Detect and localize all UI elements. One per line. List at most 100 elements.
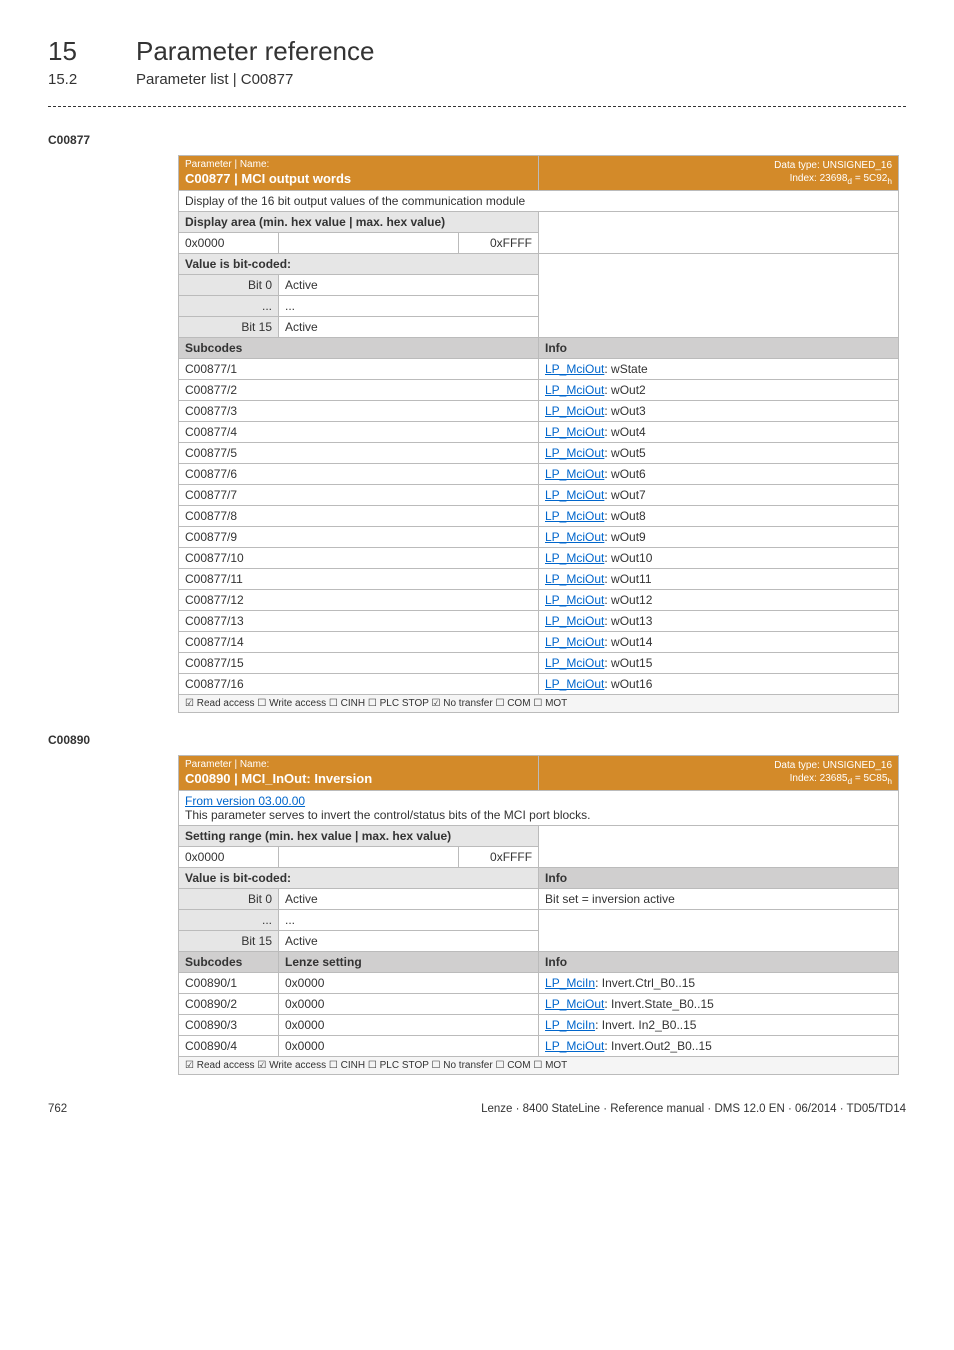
chapter-header: 15 Parameter reference	[48, 36, 906, 67]
table-row: C00890/20x0000LP_MciOut: Invert.State_B0…	[179, 993, 899, 1014]
param-code-label-1: C00877	[48, 133, 906, 147]
page-number: 762	[48, 1103, 67, 1115]
param-code-label-2: C00890	[48, 733, 906, 747]
lp-link[interactable]: LP_MciOut	[545, 446, 604, 460]
table-row: C00890/40x0000LP_MciOut: Invert.Out2_B0.…	[179, 1035, 899, 1056]
subcode-cell: C00877/4	[179, 421, 539, 442]
subcodes-header-row: Subcodes Info	[179, 337, 899, 358]
info-cell: LP_MciOut: wOut10	[539, 547, 899, 568]
datatype-cell: Data type: UNSIGNED_16 Index: 23698d = 5…	[539, 156, 899, 191]
param-code-name: C00877 | MCI output words	[185, 171, 351, 186]
subcode-cell: C00877/9	[179, 526, 539, 547]
info-cell: LP_MciOut: wOut3	[539, 400, 899, 421]
subcode-cell: C00877/5	[179, 442, 539, 463]
info-cell: LP_MciOut: Invert.Out2_B0..15	[539, 1035, 899, 1056]
subcode-cell: C00877/12	[179, 589, 539, 610]
subcode-cell: C00877/6	[179, 463, 539, 484]
info-cell: LP_MciIn: Invert.Ctrl_B0..15	[539, 972, 899, 993]
subcode-cell: C00890/3	[179, 1014, 279, 1035]
table-row: C00877/3LP_MciOut: wOut3	[179, 400, 899, 421]
info-cell: LP_MciOut: wOut7	[539, 484, 899, 505]
info-cell: LP_MciOut: wOut14	[539, 631, 899, 652]
subcodes-header-row: Subcodes Lenze setting Info	[179, 951, 899, 972]
lp-link[interactable]: LP_MciOut	[545, 425, 604, 439]
subcode-cell: C00877/1	[179, 358, 539, 379]
table-header-row: Parameter | Name: C00890 | MCI_InOut: In…	[179, 755, 899, 790]
display-area-row: Display area (min. hex value | max. hex …	[179, 211, 899, 232]
table-row: C00877/2LP_MciOut: wOut2	[179, 379, 899, 400]
lp-link[interactable]: LP_MciOut	[545, 656, 604, 670]
description-row: From version 03.00.00 This parameter ser…	[179, 790, 899, 825]
subcode-cell: C00877/15	[179, 652, 539, 673]
lp-link[interactable]: LP_MciIn	[545, 976, 595, 990]
info-cell: LP_MciOut: wOut11	[539, 568, 899, 589]
lp-link[interactable]: LP_MciOut	[545, 593, 604, 607]
param-table-c00890: Parameter | Name: C00890 | MCI_InOut: In…	[178, 755, 899, 1075]
table-row: C00877/14LP_MciOut: wOut14	[179, 631, 899, 652]
divider-dashed	[48, 106, 906, 107]
bitcoded-row: Value is bit-coded:	[179, 253, 899, 274]
info-cell: LP_MciIn: Invert. In2_B0..15	[539, 1014, 899, 1035]
subcode-cell: C00877/3	[179, 400, 539, 421]
setting-cell: 0x0000	[279, 1035, 539, 1056]
table-row: C00877/16LP_MciOut: wOut16	[179, 673, 899, 694]
lp-link[interactable]: LP_MciOut	[545, 488, 604, 502]
table-row: C00877/4LP_MciOut: wOut4	[179, 421, 899, 442]
lp-link[interactable]: LP_MciOut	[545, 509, 604, 523]
info-cell: LP_MciOut: wOut9	[539, 526, 899, 547]
subcode-cell: C00890/1	[179, 972, 279, 993]
subcode-cell: C00877/7	[179, 484, 539, 505]
info-cell: LP_MciOut: wOut2	[539, 379, 899, 400]
description-row: Display of the 16 bit output values of t…	[179, 190, 899, 211]
info-cell: LP_MciOut: wOut15	[539, 652, 899, 673]
param-label: Parameter | Name:	[185, 159, 532, 170]
setting-cell: 0x0000	[279, 972, 539, 993]
info-cell: LP_MciOut: wOut4	[539, 421, 899, 442]
table-row: C00877/6LP_MciOut: wOut6	[179, 463, 899, 484]
lp-link[interactable]: LP_MciOut	[545, 614, 604, 628]
table-row: C00877/10LP_MciOut: wOut10	[179, 547, 899, 568]
info-cell: LP_MciOut: wOut6	[539, 463, 899, 484]
param-label: Parameter | Name:	[185, 759, 532, 770]
table-header-row: Parameter | Name: C00877 | MCI output wo…	[179, 156, 899, 191]
table-row: C00877/9LP_MciOut: wOut9	[179, 526, 899, 547]
subcode-cell: C00877/8	[179, 505, 539, 526]
access-row: ☑ Read access ☐ Write access ☐ CINH ☐ PL…	[179, 694, 899, 712]
lp-link[interactable]: LP_MciOut	[545, 551, 604, 565]
lp-link[interactable]: LP_MciOut	[545, 677, 604, 691]
lp-link[interactable]: LP_MciOut	[545, 1039, 604, 1053]
lp-link[interactable]: LP_MciOut	[545, 467, 604, 481]
info-cell: LP_MciOut: wOut5	[539, 442, 899, 463]
table-row: C00890/10x0000LP_MciIn: Invert.Ctrl_B0..…	[179, 972, 899, 993]
version-link[interactable]: From version 03.00.00	[185, 794, 305, 808]
subcode-cell: C00877/2	[179, 379, 539, 400]
lp-link[interactable]: LP_MciOut	[545, 572, 604, 586]
info-cell: LP_MciOut: Invert.State_B0..15	[539, 993, 899, 1014]
info-cell: LP_MciOut: wState	[539, 358, 899, 379]
bit-dots-row: ... ...	[179, 909, 899, 930]
datatype-cell: Data type: UNSIGNED_16 Index: 23685d = 5…	[539, 755, 899, 790]
table-row: C00877/13LP_MciOut: wOut13	[179, 610, 899, 631]
lp-link[interactable]: LP_MciIn	[545, 1018, 595, 1032]
lp-link[interactable]: LP_MciOut	[545, 530, 604, 544]
lp-link[interactable]: LP_MciOut	[545, 383, 604, 397]
table-row: C00877/11LP_MciOut: wOut11	[179, 568, 899, 589]
subcode-cell: C00877/10	[179, 547, 539, 568]
subcode-cell: C00877/11	[179, 568, 539, 589]
table-row: C00877/1LP_MciOut: wState	[179, 358, 899, 379]
chapter-title: Parameter reference	[136, 36, 374, 67]
access-row: ☑ Read access ☑ Write access ☐ CINH ☐ PL…	[179, 1056, 899, 1074]
subcode-cell: C00890/4	[179, 1035, 279, 1056]
setting-cell: 0x0000	[279, 993, 539, 1014]
subcode-cell: C00877/14	[179, 631, 539, 652]
subchapter-number: 15.2	[48, 71, 96, 88]
table-row: C00890/30x0000LP_MciIn: Invert. In2_B0..…	[179, 1014, 899, 1035]
lp-link[interactable]: LP_MciOut	[545, 362, 604, 376]
table-row: C00877/12LP_MciOut: wOut12	[179, 589, 899, 610]
param-table-c00877: Parameter | Name: C00877 | MCI output wo…	[178, 155, 899, 713]
bitcoded-row: Value is bit-coded: Info	[179, 867, 899, 888]
doc-info: Lenze · 8400 StateLine · Reference manua…	[481, 1103, 906, 1115]
lp-link[interactable]: LP_MciOut	[545, 997, 604, 1011]
lp-link[interactable]: LP_MciOut	[545, 404, 604, 418]
lp-link[interactable]: LP_MciOut	[545, 635, 604, 649]
